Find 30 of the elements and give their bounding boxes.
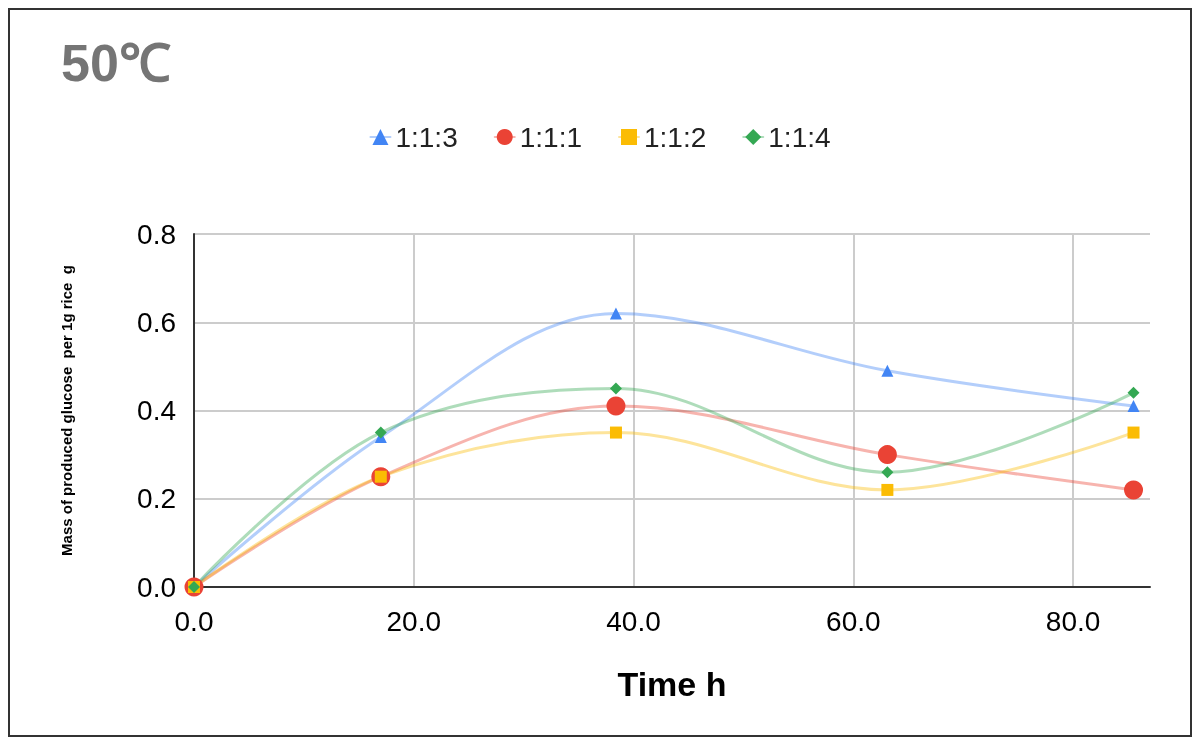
x-tick-label: 20.0 <box>386 605 442 637</box>
point <box>877 445 897 465</box>
point <box>609 426 622 439</box>
point <box>609 307 622 320</box>
legend-label: 1:1:3 <box>395 121 458 153</box>
point <box>1127 386 1140 399</box>
point <box>881 466 894 479</box>
point <box>606 396 626 416</box>
point <box>881 364 894 377</box>
y-tick-label: 0.2 <box>137 483 176 515</box>
x-tick-label: 80.0 <box>1045 605 1101 637</box>
y-tick-label: 0.0 <box>137 571 176 603</box>
y-axis-title: Mass of produced glucose per 1g rice g <box>58 265 75 556</box>
chart-title: 50℃ <box>61 34 171 92</box>
point <box>374 426 387 439</box>
point <box>1127 426 1140 439</box>
point <box>1127 400 1140 413</box>
y-tick-label: 0.8 <box>137 218 176 250</box>
legend-label: 1:1:2 <box>644 121 707 153</box>
point <box>1124 480 1144 500</box>
legend-label: 1:1:1 <box>519 121 583 153</box>
x-tick-label: 0.0 <box>174 605 214 637</box>
point <box>881 483 894 496</box>
legend-label: 1:1:4 <box>768 121 831 153</box>
y-tick-label: 0.4 <box>137 395 176 426</box>
x-tick-label: 40.0 <box>606 605 661 637</box>
x-tick-label: 60.0 <box>826 605 881 637</box>
x-axis-title: Time h <box>617 665 727 703</box>
point <box>609 382 622 395</box>
y-tick-label: 0.6 <box>137 306 176 338</box>
